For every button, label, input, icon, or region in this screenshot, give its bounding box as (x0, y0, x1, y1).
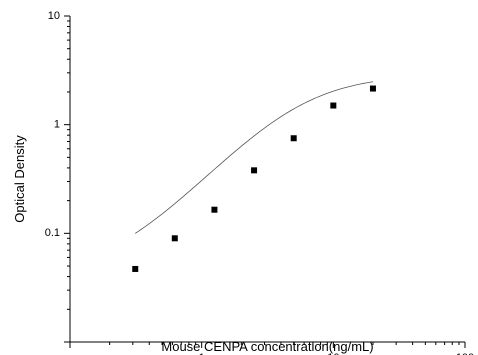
y-axis-title: Optical Density (12, 135, 27, 223)
x-axis-title: Mouse CENPA concentration(ng/mL) (161, 339, 373, 354)
data-point (132, 265, 139, 272)
y-tick-label: 1 (54, 119, 60, 131)
fit-curve (135, 81, 374, 234)
ticks: 1 10 100 0.1 1 10 (45, 10, 474, 355)
x-tick-label: 100 (456, 352, 474, 355)
data-point (330, 102, 337, 109)
data-point (251, 167, 258, 174)
y-tick-label: 0.1 (45, 227, 60, 239)
x-tick-label: 1 (199, 352, 205, 355)
data-point (290, 135, 297, 142)
data-points (132, 85, 376, 272)
x-tick-label: 10 (327, 352, 339, 355)
data-point (211, 206, 218, 213)
axes (69, 16, 465, 343)
y-tick-label: 10 (48, 10, 60, 22)
data-point (171, 235, 178, 242)
data-point (369, 85, 376, 92)
